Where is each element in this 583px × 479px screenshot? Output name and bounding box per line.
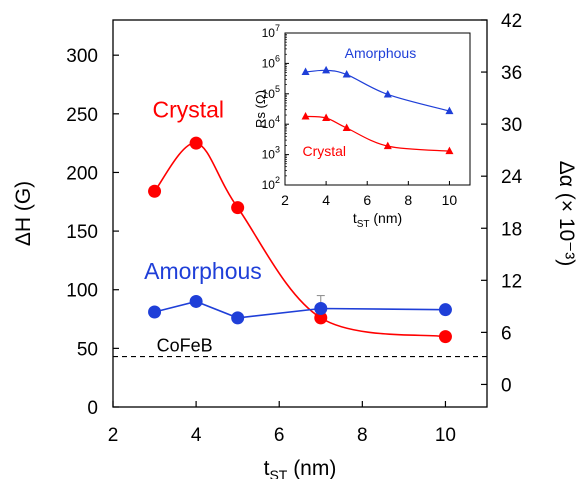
inset-x-axis-label: tST (nm) [353,210,402,230]
series-label-crystal: Crystal [152,96,224,122]
inset-data-point-crystal [301,111,310,120]
inset-x-tick-label: 2 [281,192,289,208]
x-tick-label: 6 [274,425,285,446]
inset-y-tick-exponent: 7 [275,23,280,33]
data-point-crystal [189,136,203,150]
inset-y-tick-base: 10 [262,56,276,70]
inset-y-tick-exponent: 2 [275,175,280,185]
inset-y-tick-exponent: 3 [275,145,280,155]
inset-data-point-amorphous [383,89,392,98]
inset-y-tick-base: 10 [262,178,276,192]
y-left-tick-label: 100 [66,281,98,302]
data-point-amorphous [438,303,452,317]
data-point-amorphous [189,294,203,308]
inset-y-tick-exponent: 5 [275,84,280,94]
inset-y-tick-label: 107 [262,23,280,40]
y-right-tick-label: 18 [501,219,522,240]
y-right-tick-label: 0 [501,375,512,396]
data-point-crystal [231,201,245,215]
y-right-tick-label: 30 [501,115,522,136]
inset-y-tick-label: 105 [262,84,280,101]
inset-y-axis-label: Rs (Ω) [253,90,268,128]
inset-data-point-crystal [342,123,351,131]
inset-data-point-crystal [445,146,454,155]
y-right-tick-label: 36 [501,63,522,84]
x-tick-label: 10 [435,425,456,446]
inset-x-axis-label-main: t [353,210,357,226]
inset-x-tick-label: 6 [363,192,371,208]
inset-y-tick-base: 10 [262,117,276,131]
data-point-crystal [438,330,452,344]
inset-x-axis-label-sub: ST [357,219,370,230]
inset-y-tick-base: 10 [262,26,276,40]
inset-y-tick-base: 10 [262,87,276,101]
y-right-tick-label: 6 [501,323,512,344]
inset-x-tick-label: 4 [322,192,330,208]
inset-y-tick-label: 106 [262,53,280,70]
inset-data-point-crystal [322,113,331,121]
inset-data-point-crystal [383,141,392,150]
data-point-amorphous [231,311,245,325]
x-tick-label: 8 [357,425,368,446]
x-tick-label: 2 [108,425,119,446]
y-left-tick-label: 300 [66,46,98,67]
series-line-crystal [153,142,446,338]
y-left-tick-label: 200 [66,163,98,184]
inset-x-axis-label-unit: (nm) [370,210,403,226]
inset-y-tick-label: 104 [262,114,280,131]
inset-x-tick-label: 10 [442,192,458,208]
x-axis-label-sub: ST [269,467,287,479]
y-left-axis-label: ΔH (G) [12,181,35,246]
y-right-tick-label: 24 [501,167,523,188]
y-right-axis-label: Δα (× 10⁻³) [555,161,578,267]
x-axis-label: tST (nm) [264,457,337,479]
x-tick-label: 4 [191,425,202,446]
y-left-tick-label: 0 [87,398,98,419]
data-point-amorphous [148,305,162,319]
y-left-tick-label: 150 [66,222,98,243]
inset-data-point-amorphous [445,106,454,115]
y-left-tick-label: 50 [77,339,98,360]
y-left-tick-label: 250 [66,105,98,126]
inset-y-tick-exponent: 4 [275,114,280,124]
data-point-crystal [314,311,328,325]
inset-data-point-amorphous [301,67,310,76]
inset-x-tick-label: 8 [404,192,412,208]
data-point-amorphous [314,301,328,315]
reference-line-label: CoFeB [157,336,213,356]
y-right-tick-label: 42 [501,11,522,32]
inset-data-point-amorphous [322,65,331,74]
inset-data-point-amorphous [342,70,351,78]
inset-series-label-amorphous: Amorphous [345,45,417,61]
inset-series-label-crystal: Crystal [302,143,346,159]
x-axis-label-unit: (nm) [287,457,336,479]
series-label-amorphous: Amorphous [144,258,262,284]
data-point-crystal [148,184,162,198]
inset-y-tick-exponent: 6 [275,53,280,63]
inset-y-tick-label: 102 [262,175,280,192]
inset-y-tick-base: 10 [262,148,276,162]
y-right-tick-label: 12 [501,271,522,292]
main-plot-frame [112,19,488,408]
x-axis-label-main: t [264,457,270,479]
inset-y-tick-label: 103 [262,145,280,162]
